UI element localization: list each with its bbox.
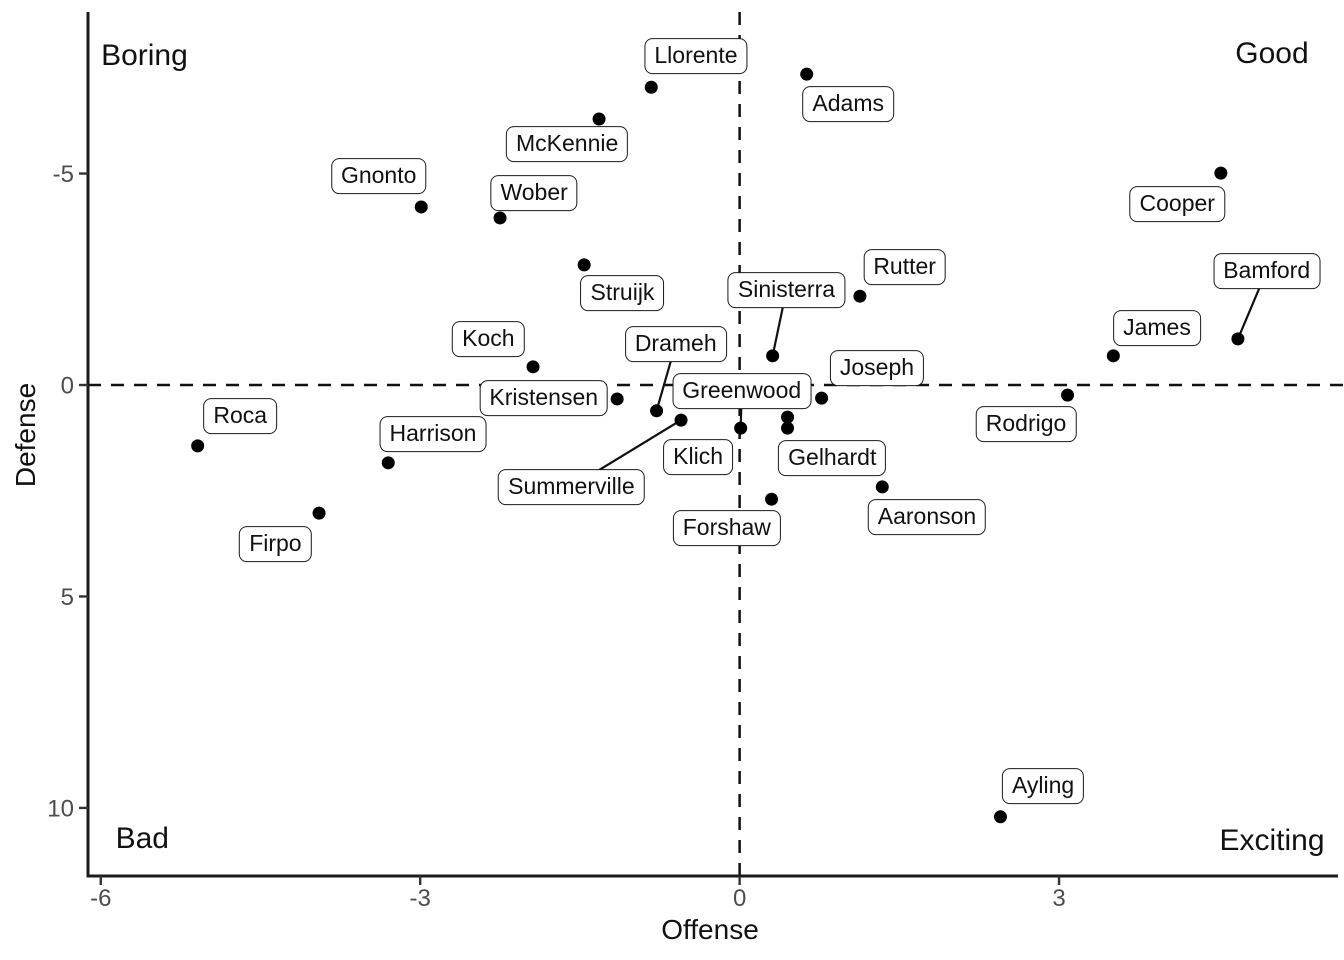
data-point-james [1106,349,1120,363]
x-tick-label-2: 0 [733,885,746,912]
data-point-gelhardt [781,421,795,435]
player-label-aaronson: Aaronson [867,499,987,535]
player-label-harrison: Harrison [379,416,487,452]
data-point-bamford [1231,332,1245,346]
player-label-wober: Wober [490,175,578,211]
player-label-firpo: Firpo [239,526,312,562]
y-tick-label-1: 0 [61,373,74,400]
player-label-struijk: Struijk [580,274,665,311]
player-label-bamford: Bamford [1213,252,1321,289]
data-point-rodrigo [1061,388,1075,402]
player-label-klich: Klich [663,439,734,475]
y-tick-label-0: -5 [53,161,74,188]
player-label-gnonto: Gnonto [330,158,427,194]
data-point-wober [493,211,507,225]
player-label-sinisterra: Sinisterra [727,271,846,308]
player-label-roca: Roca [203,398,278,434]
data-point-summerville [674,413,688,427]
y-axis-title: Defense [10,382,41,488]
data-point-cooper [1214,166,1228,180]
player-label-mckennie: McKennie [505,126,629,162]
data-point-llorente [644,80,658,94]
quadrant-label-good: Good [1235,36,1309,70]
player-label-adams: Adams [802,86,895,123]
y-tick-label-3: 10 [47,795,74,822]
y-tick-label-2: 5 [61,584,74,611]
player-label-rutter: Rutter [863,249,946,285]
player-label-koch: Koch [452,321,525,357]
player-label-greenwood: Greenwood [672,373,812,409]
data-point-gnonto [414,200,428,214]
x-tick-label-1: -3 [410,885,431,912]
quadrant-label-exciting: Exciting [1219,823,1325,857]
player-label-james: James [1113,310,1201,346]
data-point-koch [526,360,540,374]
player-label-llorente: Llorente [644,38,748,74]
quadrant-label-boring: Boring [101,38,188,72]
data-point-ayling [993,810,1007,824]
data-point-drameh [650,404,664,418]
data-point-kristensen [610,392,624,406]
player-label-forshaw: Forshaw [672,510,781,546]
data-point-adams [800,67,814,81]
data-point-struijk [577,258,591,272]
player-label-joseph: Joseph [829,350,925,386]
data-point-harrison [381,456,395,470]
player-label-ayling: Ayling [1001,768,1085,804]
player-label-cooper: Cooper [1129,186,1225,222]
data-point-klich [781,410,795,424]
data-point-firpo [312,506,326,520]
x-tick-label-0: -6 [90,885,111,912]
player-label-summerville: Summerville [498,469,645,505]
quadrant-label-bad: Bad [115,821,169,855]
data-point-mckennie [592,112,606,126]
data-point-rutter [853,289,867,303]
data-point-forshaw [765,492,779,506]
data-point-joseph [815,391,829,405]
player-label-kristensen: Kristensen [479,380,609,416]
data-point-greenwood [734,421,748,435]
player-label-drameh: Drameh [624,326,727,362]
data-point-sinisterra [766,349,780,363]
player-label-rodrigo: Rodrigo [975,406,1077,442]
x-tick-label-3: 3 [1052,885,1065,912]
player-label-gelhardt: Gelhardt [778,440,887,477]
data-point-roca [191,439,205,453]
x-axis-title: Offense [661,914,759,945]
data-point-aaronson [875,480,889,494]
